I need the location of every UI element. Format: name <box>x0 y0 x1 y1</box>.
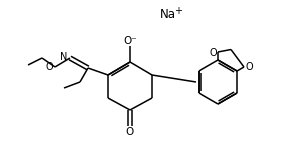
Text: O: O <box>209 48 217 58</box>
Text: N: N <box>59 52 67 62</box>
Text: O: O <box>45 62 53 72</box>
Text: O: O <box>126 127 134 137</box>
Text: +: + <box>174 6 182 16</box>
Text: O⁻: O⁻ <box>123 36 137 46</box>
Text: Na: Na <box>160 7 176 20</box>
Text: O: O <box>246 62 254 72</box>
